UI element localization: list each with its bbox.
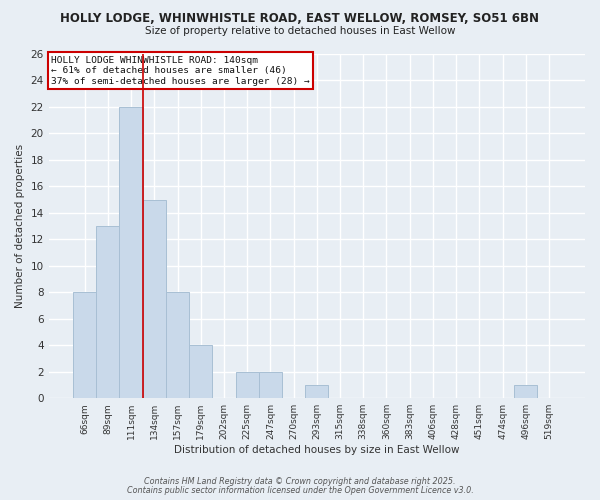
Text: Size of property relative to detached houses in East Wellow: Size of property relative to detached ho… <box>145 26 455 36</box>
X-axis label: Distribution of detached houses by size in East Wellow: Distribution of detached houses by size … <box>174 445 460 455</box>
Bar <box>305 385 328 398</box>
Text: HOLLY LODGE, WHINWHISTLE ROAD, EAST WELLOW, ROMSEY, SO51 6BN: HOLLY LODGE, WHINWHISTLE ROAD, EAST WELL… <box>61 12 539 26</box>
Bar <box>514 385 538 398</box>
Text: Contains HM Land Registry data © Crown copyright and database right 2025.: Contains HM Land Registry data © Crown c… <box>144 477 456 486</box>
Bar <box>96 226 119 398</box>
Text: Contains public sector information licensed under the Open Government Licence v3: Contains public sector information licen… <box>127 486 473 495</box>
Bar <box>119 107 143 398</box>
Bar <box>189 346 212 398</box>
Text: HOLLY LODGE WHINWHISTLE ROAD: 140sqm
← 61% of detached houses are smaller (46)
3: HOLLY LODGE WHINWHISTLE ROAD: 140sqm ← 6… <box>52 56 310 86</box>
Bar <box>259 372 282 398</box>
Bar <box>166 292 189 398</box>
Bar <box>236 372 259 398</box>
Bar <box>143 200 166 398</box>
Y-axis label: Number of detached properties: Number of detached properties <box>15 144 25 308</box>
Bar <box>73 292 96 398</box>
